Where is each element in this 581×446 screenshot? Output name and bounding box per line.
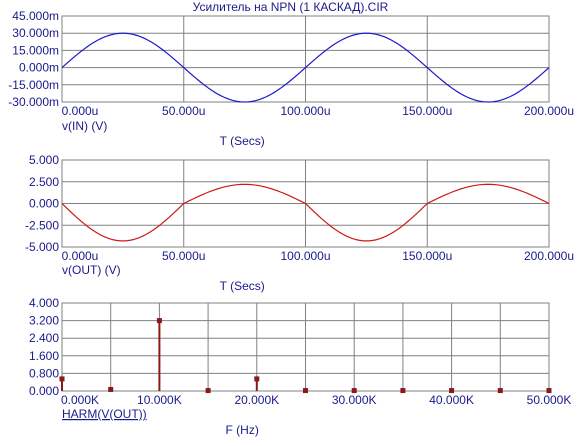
- y-tick-label: 2.400: [29, 331, 59, 345]
- chart-title: Усилитель на NPN (1 КАСКАД).CIR: [192, 0, 389, 14]
- y-tick-label: 45.000m: [12, 9, 59, 23]
- series-line-vin: [61, 32, 550, 103]
- x-tick-label: 100.000u: [280, 249, 330, 263]
- x-tick-label: 20.000K: [234, 393, 279, 407]
- series-label: HARM(V(OUT)): [62, 407, 147, 421]
- x-tick-label: 100.000u: [280, 104, 330, 118]
- x-tick-label: 0.000u: [62, 249, 99, 263]
- plot-panel-1: [61, 15, 550, 103]
- y-tick-label: 4.000: [29, 296, 59, 310]
- harmonic-point: [156, 318, 162, 324]
- harmonic-point: [108, 386, 114, 392]
- y-tick-label: 1.600: [29, 349, 59, 363]
- y-tick-label: 15.000m: [12, 43, 59, 57]
- harmonic-point: [449, 388, 455, 394]
- x-tick-label: 0.000u: [62, 104, 99, 118]
- harmonic-point: [546, 388, 552, 394]
- series-line-vout: [61, 183, 550, 242]
- harmonic-point: [351, 388, 357, 394]
- y-tick-label: 0.000: [29, 384, 59, 398]
- series-label: v(OUT) (V): [62, 263, 121, 277]
- x-axis-title: T (Secs): [220, 279, 265, 293]
- x-tick-label: 150.000u: [402, 249, 452, 263]
- x-tick-label: 30.000K: [332, 393, 377, 407]
- y-tick-label: -30.000m: [8, 95, 59, 109]
- y-tick-label: -5.000: [25, 240, 59, 254]
- x-tick-label: 200.000u: [524, 249, 574, 263]
- x-tick-label: 200.000u: [524, 104, 574, 118]
- y-tick-label: 30.000m: [12, 26, 59, 40]
- y-tick-label: 0.000m: [19, 61, 59, 75]
- plot-panel-2: [61, 159, 550, 248]
- x-tick-label: 150.000u: [402, 104, 452, 118]
- harmonic-point: [254, 376, 260, 382]
- series-label: v(IN) (V): [62, 119, 107, 133]
- x-tick-label: 0.000K: [61, 393, 99, 407]
- y-tick-label: 0.000: [29, 197, 59, 211]
- x-axis-title: T (Secs): [220, 134, 265, 148]
- harmonic-point: [400, 388, 406, 394]
- y-tick-label: 2.500: [29, 175, 59, 189]
- y-tick-label: 5.000: [29, 153, 59, 167]
- x-tick-label: 50.000u: [162, 104, 205, 118]
- plot-panel-3: [59, 302, 552, 394]
- y-tick-label: 0.800: [29, 366, 59, 380]
- harmonic-point: [205, 388, 211, 394]
- y-tick-label: -2.500: [25, 218, 59, 232]
- harmonic-point: [303, 388, 308, 394]
- x-tick-label: 50.000K: [527, 393, 572, 407]
- harmonic-point: [59, 376, 65, 382]
- harmonic-point: [497, 388, 503, 394]
- x-tick-label: 40.000K: [429, 393, 474, 407]
- y-tick-label: -15.000m: [8, 78, 59, 92]
- x-axis-title: F (Hz): [226, 423, 259, 437]
- x-tick-label: 10.000K: [137, 393, 182, 407]
- x-tick-label: 50.000u: [162, 249, 205, 263]
- y-tick-label: 3.200: [29, 314, 59, 328]
